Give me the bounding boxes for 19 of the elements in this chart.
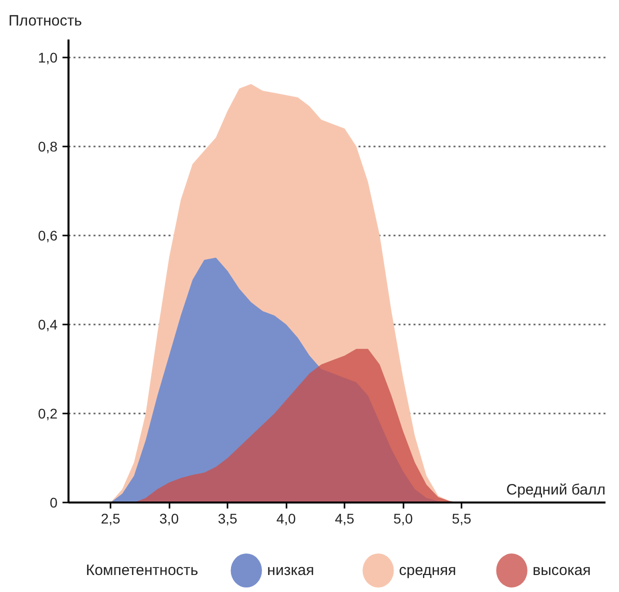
y-axis-title: Плотность xyxy=(8,12,82,30)
x-tick-label: 4,0 xyxy=(276,510,296,526)
x-tick-label: 3,0 xyxy=(159,510,180,526)
x-tick-label: 4,5 xyxy=(334,510,355,526)
y-tick-label: 0,4 xyxy=(38,316,58,332)
legend-label: низкая xyxy=(267,562,314,579)
x-tick-label: 5,5 xyxy=(452,510,472,526)
legend-label: высокая xyxy=(532,562,591,579)
legend-label: средняя xyxy=(399,562,456,579)
x-tick-label: 3,5 xyxy=(218,510,238,526)
y-tick-label: 0,2 xyxy=(38,405,58,422)
x-tick-label: 2,5 xyxy=(100,510,121,526)
x-tick-label: 5,0 xyxy=(393,510,414,526)
y-tick-label: 0,6 xyxy=(38,227,58,244)
y-tick-label: 0,8 xyxy=(38,138,58,154)
legend-title: Компетентность xyxy=(86,562,198,579)
y-tick-label: 0 xyxy=(50,494,58,510)
x-axis-title: Средний балл xyxy=(506,482,606,498)
y-tick-label: 1,0 xyxy=(38,49,58,66)
